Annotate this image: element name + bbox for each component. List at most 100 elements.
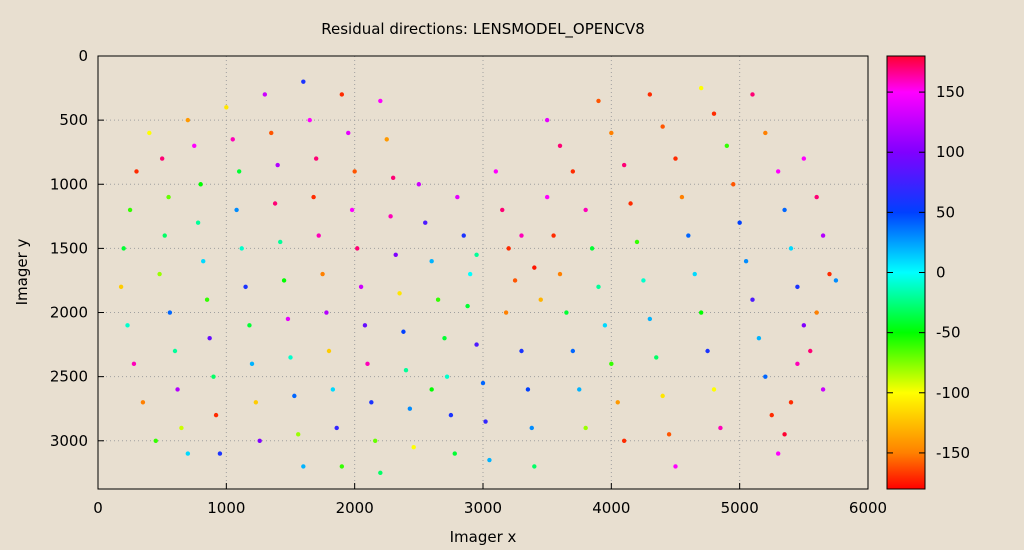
data-point xyxy=(324,310,329,315)
x-tick-label: 0 xyxy=(93,499,103,517)
x-tick-label: 2000 xyxy=(336,499,374,517)
data-point xyxy=(179,425,184,431)
data-point xyxy=(253,400,259,405)
data-point xyxy=(570,348,576,354)
data-point xyxy=(339,92,345,97)
data-point xyxy=(621,438,627,443)
data-point xyxy=(275,162,280,168)
data-point xyxy=(230,137,235,142)
data-point xyxy=(577,387,582,392)
data-point xyxy=(519,233,524,238)
data-point xyxy=(506,246,511,251)
data-point xyxy=(827,271,832,277)
data-point xyxy=(718,425,723,431)
data-point xyxy=(487,457,492,463)
data-point xyxy=(330,387,336,392)
data-point xyxy=(673,156,678,161)
data-point xyxy=(724,143,730,148)
data-point xyxy=(118,284,124,290)
data-point xyxy=(236,169,242,174)
data-point xyxy=(204,297,210,302)
data-point xyxy=(247,323,252,328)
data-point xyxy=(195,220,201,225)
x-tick-label: 5000 xyxy=(721,499,759,517)
data-point xyxy=(393,252,398,258)
data-point xyxy=(373,438,378,443)
data-point xyxy=(313,156,319,161)
data-point xyxy=(134,169,139,174)
x-tick-label: 1000 xyxy=(207,499,245,517)
data-point xyxy=(820,233,826,238)
data-point xyxy=(596,284,601,290)
data-point xyxy=(465,303,470,309)
data-point xyxy=(532,464,537,469)
data-point xyxy=(320,271,325,277)
data-point xyxy=(407,406,413,411)
data-point xyxy=(159,156,165,161)
data-point xyxy=(698,85,704,91)
data-point xyxy=(224,105,229,110)
data-point xyxy=(166,194,171,200)
data-point xyxy=(737,220,742,225)
data-point xyxy=(775,169,781,174)
data-point xyxy=(262,92,268,97)
colorbar-tick-label: 0 xyxy=(936,264,946,282)
data-point xyxy=(467,271,473,277)
colorbar-ticks: 150 100 50 0 -50 -100 -150 xyxy=(887,83,970,462)
data-point xyxy=(692,271,697,277)
data-point xyxy=(390,175,396,181)
data-point xyxy=(743,259,749,264)
data-point xyxy=(201,259,206,264)
data-point xyxy=(705,348,710,354)
data-point xyxy=(782,432,787,437)
data-point xyxy=(217,451,223,456)
x-tick-label: 4000 xyxy=(592,499,630,517)
data-point xyxy=(711,387,717,392)
data-point xyxy=(249,361,255,367)
data-point xyxy=(397,291,402,296)
data-point xyxy=(172,348,178,354)
data-point xyxy=(750,92,755,97)
data-point xyxy=(519,348,524,354)
data-point xyxy=(292,393,297,399)
data-point xyxy=(403,368,409,373)
data-point xyxy=(654,355,659,360)
data-point xyxy=(278,239,283,245)
data-point xyxy=(349,207,355,213)
data-point xyxy=(455,194,460,200)
data-point xyxy=(131,361,137,367)
y-tick-label: 1000 xyxy=(50,175,88,193)
data-point xyxy=(596,98,601,104)
data-point xyxy=(756,335,762,341)
data-point xyxy=(362,323,368,328)
data-point xyxy=(788,400,794,405)
data-point xyxy=(411,444,416,450)
colorbar-tick-label: -150 xyxy=(936,444,970,462)
data-point xyxy=(243,284,248,290)
data-point xyxy=(444,374,450,379)
data-point xyxy=(429,259,434,264)
y-tick-label: 2500 xyxy=(50,368,88,386)
data-point xyxy=(185,117,191,123)
data-point xyxy=(192,143,197,148)
data-point xyxy=(503,310,509,315)
data-point xyxy=(801,156,807,161)
colorbar xyxy=(886,55,926,490)
data-point xyxy=(423,220,428,225)
data-point xyxy=(301,464,306,469)
y-tick-label: 0 xyxy=(78,47,88,65)
data-point xyxy=(127,207,133,213)
data-point xyxy=(647,92,653,97)
data-point xyxy=(763,374,768,379)
y-axis-label: Imager y xyxy=(13,238,31,305)
data-point xyxy=(769,412,774,418)
data-point xyxy=(763,130,768,136)
data-point xyxy=(401,329,406,334)
data-point xyxy=(647,316,653,322)
data-point xyxy=(532,265,537,270)
data-point xyxy=(660,124,665,129)
data-point xyxy=(801,323,807,328)
data-point xyxy=(731,182,736,187)
data-point xyxy=(442,335,447,341)
